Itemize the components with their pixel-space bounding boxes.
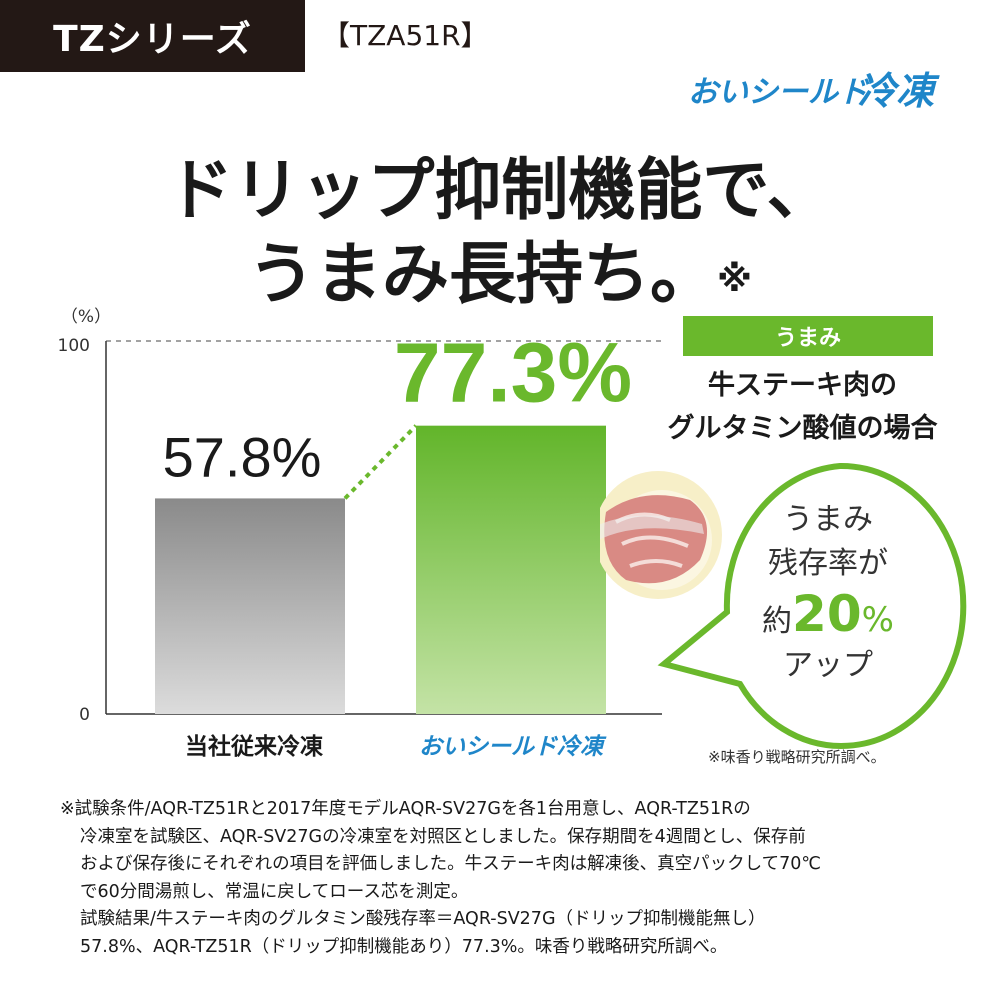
bar-1-value-label: 57.8% bbox=[163, 425, 322, 488]
callout-line4: アップ bbox=[783, 648, 873, 683]
callout-value: 20 bbox=[792, 585, 862, 643]
category-labels-group: 当社従来冷凍 おいシールド冷凍 bbox=[185, 733, 607, 760]
series-badge: TZシリーズ bbox=[0, 0, 305, 72]
brand-logo: おいシールド 冷凍 bbox=[688, 69, 940, 113]
category-label-2: おいシールド冷凍 bbox=[419, 734, 607, 760]
umami-tag: うまみ bbox=[683, 316, 933, 356]
bar-1 bbox=[155, 498, 345, 714]
bar-connector-line bbox=[343, 424, 418, 500]
footnote-line3: および保存後にそれぞれの項目を評価しました。牛ステーキ肉は解凍後、真空パックして… bbox=[80, 854, 822, 874]
model-label: 【TZA51R】 bbox=[322, 19, 489, 52]
headline: ドリップ抑制機能で、 うまみ長持ち。※ bbox=[0, 148, 1000, 316]
callout-bubble bbox=[600, 462, 967, 749]
umami-description: 牛ステーキ肉の グルタミン酸値の場合 bbox=[640, 364, 965, 450]
footnote-line2: 冷凍室を試験区、AQR-SV27Gの冷凍室を対照区としました。保存期間を4週間と… bbox=[80, 826, 806, 847]
vacuum-pack bbox=[600, 515, 704, 540]
callout-prefix: 約 bbox=[762, 604, 793, 639]
headline-line2-text: うまみ長持ち。 bbox=[248, 235, 717, 313]
footnote-line1: ※試験条件/AQR-TZ51Rと2017年度モデルAQR-SV27Gを各1台用意… bbox=[60, 799, 751, 819]
bar-labels-group: 57.8% 77.3% bbox=[163, 326, 632, 489]
umami-desc-line2: グルタミン酸値の場合 bbox=[667, 413, 938, 444]
footnote-line5: 試験結果/牛ステーキ肉のグルタミン酸残存率＝AQR-SV27G（ドリップ抑制機能… bbox=[80, 909, 766, 929]
headline-note-mark: ※ bbox=[717, 259, 752, 300]
y-tick-label-0: 0 bbox=[79, 705, 90, 725]
footnote-line4: で60分間湯煎し、常温に戻してロース芯を測定。 bbox=[80, 881, 469, 902]
callout-unit: % bbox=[861, 600, 894, 640]
steak-illustration bbox=[600, 471, 722, 599]
callout-bubble-shape bbox=[657, 462, 967, 749]
y-axis-unit-label: （%） bbox=[61, 307, 111, 327]
y-tick-label-100: 100 bbox=[58, 336, 90, 356]
callout-line1: うまみ bbox=[783, 502, 873, 537]
callout-line2: 残存率が bbox=[768, 546, 888, 581]
logo-text-right: 冷凍 bbox=[858, 69, 940, 113]
footnote-line6: 57.8%、AQR-TZ51R（ドリップ抑制機能あり）77.3%。味香り戦略研究… bbox=[80, 936, 728, 957]
category-label-1: 当社従来冷凍 bbox=[185, 733, 323, 760]
bars-group bbox=[155, 424, 606, 714]
bar-chart: （%） 100 0 57.8% 77.3% 当社従来冷凍 おいシールド冷凍 bbox=[58, 307, 662, 760]
footnote: ※試験条件/AQR-TZ51Rと2017年度モデルAQR-SV27Gを各1台用意… bbox=[60, 796, 960, 961]
bar-2-value-label: 77.3% bbox=[394, 326, 632, 420]
source-note: ※味香り戦略研究所調べ。 bbox=[708, 748, 886, 766]
logo-text-left: おいシールド bbox=[688, 75, 870, 110]
callout-text: うまみ 残存率が 約20% アップ bbox=[720, 498, 936, 688]
umami-desc-line1: 牛ステーキ肉の bbox=[708, 370, 897, 401]
bar-2 bbox=[416, 425, 606, 714]
headline-line1: ドリップ抑制機能で、 bbox=[166, 151, 834, 229]
callout-value-line: 約20% bbox=[720, 586, 936, 644]
headline-line2: うまみ長持ち。※ bbox=[0, 232, 1000, 316]
series-label: TZシリーズ bbox=[53, 19, 252, 60]
